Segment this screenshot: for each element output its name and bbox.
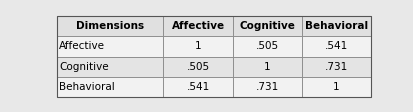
Text: 1: 1	[263, 62, 270, 72]
Bar	[163, 77, 232, 97]
Bar	[57, 77, 163, 97]
Bar	[232, 16, 301, 36]
Bar	[301, 36, 370, 57]
Bar	[232, 77, 301, 97]
Bar	[301, 77, 370, 97]
Text: .731: .731	[324, 62, 347, 72]
Text: Cognitive: Cognitive	[239, 21, 294, 31]
Text: 1: 1	[194, 41, 201, 51]
Text: .541: .541	[186, 82, 209, 92]
Bar	[57, 57, 163, 77]
Text: Behavioral: Behavioral	[59, 82, 114, 92]
Bar	[232, 36, 301, 57]
Bar	[301, 16, 370, 36]
Text: .731: .731	[255, 82, 278, 92]
Text: Affective: Affective	[59, 41, 105, 51]
Bar	[301, 57, 370, 77]
Bar	[232, 57, 301, 77]
Bar	[163, 57, 232, 77]
Bar	[57, 16, 163, 36]
Text: 1: 1	[332, 82, 339, 92]
Bar	[57, 36, 163, 57]
Text: Cognitive: Cognitive	[59, 62, 109, 72]
Bar	[163, 36, 232, 57]
Text: Behavioral: Behavioral	[304, 21, 367, 31]
Text: .505: .505	[186, 62, 209, 72]
Text: .541: .541	[324, 41, 347, 51]
Text: Dimensions: Dimensions	[76, 21, 144, 31]
Text: Affective: Affective	[171, 21, 224, 31]
Text: .505: .505	[255, 41, 278, 51]
Bar	[163, 16, 232, 36]
